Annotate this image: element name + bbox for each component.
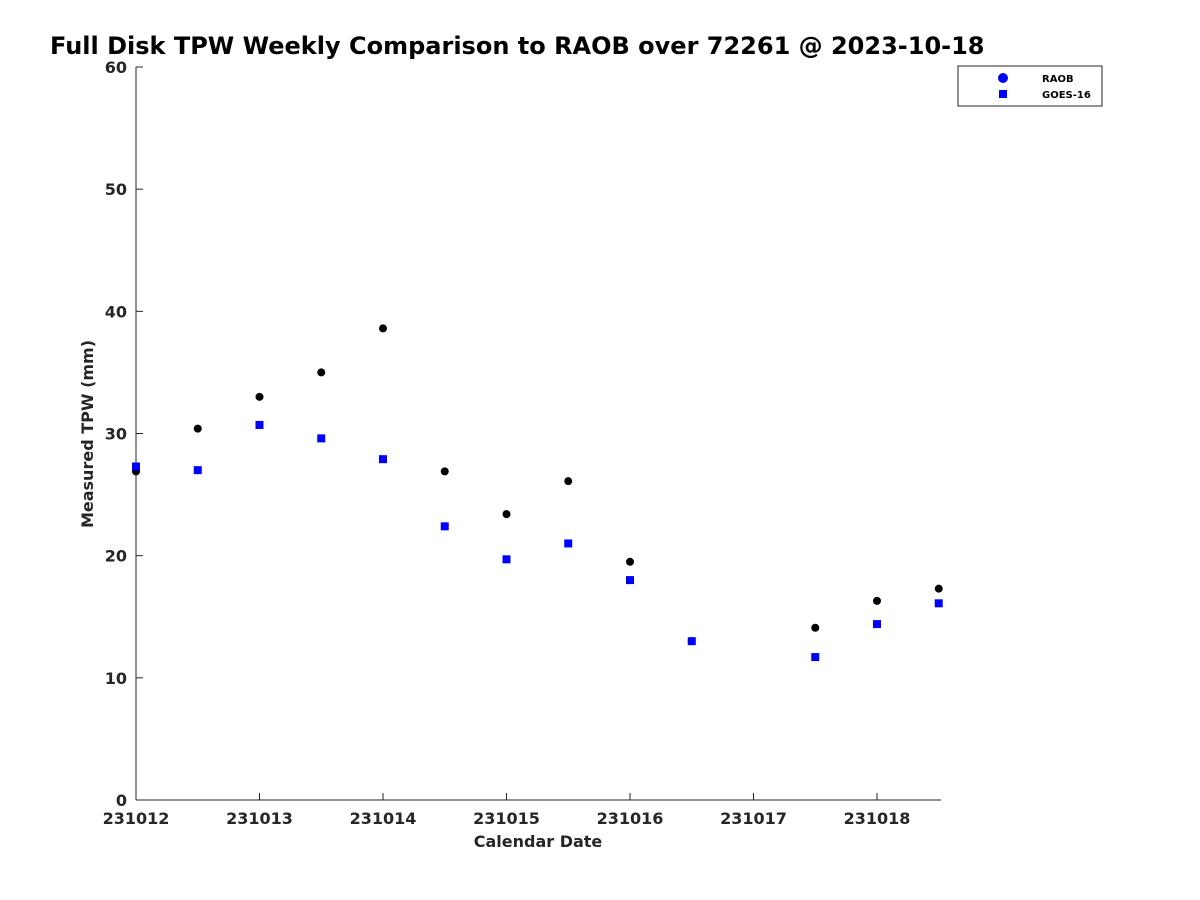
- x-tick-label: 231016: [597, 809, 664, 828]
- goes-16-point: [687, 637, 696, 646]
- goes-16-point: [873, 620, 881, 629]
- goes-16-point: [502, 555, 511, 564]
- legend-goes-16-marker: [999, 90, 1007, 98]
- y-tick-label: 50: [105, 180, 127, 199]
- goes-16-point: [564, 539, 573, 548]
- legend-goes-16-label: GOES-16: [1042, 90, 1091, 101]
- y-tick-label: 20: [105, 547, 127, 566]
- raob-point: [502, 510, 511, 519]
- goes-16-point: [255, 420, 264, 429]
- goes-16-point: [811, 653, 820, 662]
- raob-point: [193, 424, 202, 433]
- y-tick-label: 0: [116, 791, 127, 810]
- raob-point: [934, 584, 943, 593]
- x-tick-label: 231015: [473, 809, 540, 828]
- raob-point: [564, 477, 573, 486]
- legend-raob-label: RAOB: [1042, 74, 1074, 85]
- raob-point: [811, 623, 820, 632]
- legend-raob-marker: [998, 73, 1008, 83]
- y-tick-label: 60: [105, 58, 127, 77]
- raob-point: [873, 596, 881, 605]
- x-tick-label: 231013: [226, 809, 293, 828]
- y-tick-label: 40: [105, 302, 127, 321]
- x-tick-label: 231012: [103, 809, 170, 828]
- raob-point: [440, 467, 449, 476]
- chart-title: Full Disk TPW Weekly Comparison to RAOB …: [50, 32, 985, 60]
- raob-point: [317, 368, 326, 377]
- x-tick-label: 231018: [844, 809, 911, 828]
- y-tick-label: 10: [105, 669, 127, 688]
- goes-16-point: [317, 434, 326, 443]
- goes-16-point: [379, 455, 387, 464]
- y-tick-label: 30: [105, 425, 127, 444]
- goes-16-point: [934, 599, 943, 608]
- y-axis-label: Measured TPW (mm): [78, 340, 97, 528]
- legend: RAOB GOES-16: [957, 65, 1103, 107]
- x-tick-label: 231017: [720, 809, 787, 828]
- legend-box: [957, 65, 1103, 107]
- x-axis-ticks: 231012 231013 231014 231015 231016 231017 2310…: [103, 793, 911, 828]
- data-points: [132, 324, 943, 662]
- goes-16-point: [132, 462, 140, 471]
- goes-16-point: [626, 576, 634, 585]
- raob-point: [255, 392, 264, 401]
- x-axis-label: Calendar Date: [474, 832, 603, 851]
- raob-point: [626, 557, 634, 566]
- raob-point: [379, 324, 387, 333]
- x-tick-label: 231014: [350, 809, 417, 828]
- goes-16-point: [440, 522, 449, 531]
- goes-16-point: [193, 466, 202, 475]
- y-axis-ticks: 0 10 20 30 40 50 60: [105, 58, 143, 810]
